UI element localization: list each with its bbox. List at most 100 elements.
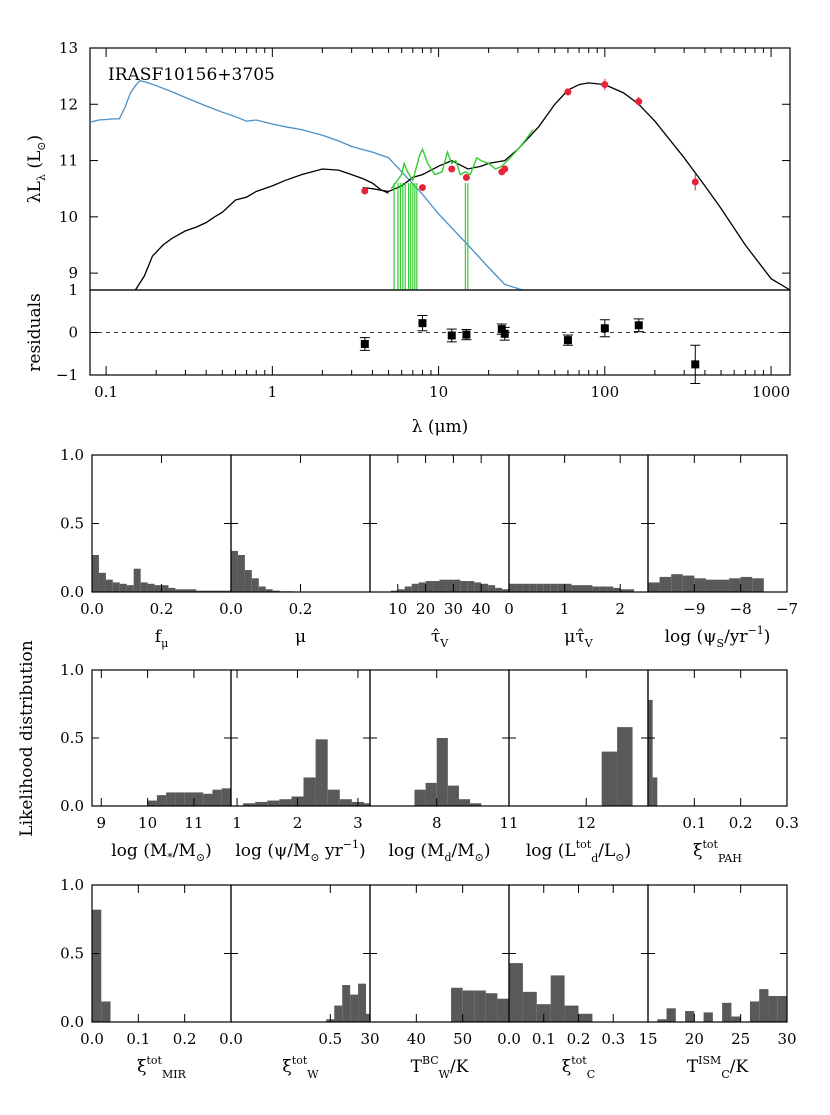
histogram-bar bbox=[703, 1012, 713, 1022]
obs-point bbox=[462, 173, 470, 181]
histogram-bar bbox=[140, 582, 148, 592]
histogram-bar bbox=[601, 751, 618, 806]
histogram-xtick-label: 0.1 bbox=[532, 1030, 556, 1048]
histogram-bar bbox=[217, 590, 225, 592]
histogram-bar bbox=[749, 1001, 760, 1022]
label-part: tot bbox=[702, 838, 718, 851]
obs-point bbox=[635, 97, 643, 105]
label-part: log (ψ/M bbox=[235, 841, 310, 861]
histogram-xtick-label: 30 bbox=[777, 1030, 796, 1048]
histogram-bar bbox=[342, 985, 351, 1022]
histogram-bar bbox=[439, 579, 447, 592]
histogram-frame bbox=[508, 454, 649, 593]
histogram-xtick-label: 10 bbox=[138, 814, 157, 832]
histogram-xtick-label: 50 bbox=[453, 1030, 472, 1048]
histogram-panel: 0.1 0.2 0.3 bbox=[647, 669, 799, 832]
x-tick-label: 1 bbox=[268, 383, 278, 401]
histogram-xtick-label: 0.2 bbox=[173, 1030, 197, 1048]
histogram-bar bbox=[404, 586, 412, 592]
label-part: log (L bbox=[526, 841, 576, 861]
histogram-bar bbox=[729, 578, 741, 592]
histogram-bar bbox=[334, 1005, 343, 1022]
histogram-bar bbox=[189, 589, 197, 592]
histogram-bar bbox=[397, 589, 405, 592]
histogram-bar bbox=[768, 995, 778, 1022]
histogram-bar bbox=[363, 803, 370, 806]
histogram-bar bbox=[358, 983, 367, 1022]
histogram-ytick-label: 1.0 bbox=[60, 446, 84, 464]
histogram-xtick-label: 40 bbox=[407, 1030, 426, 1048]
histogram-bar bbox=[458, 799, 471, 806]
histogram-bar bbox=[671, 574, 683, 592]
histogram-bar bbox=[550, 583, 558, 592]
label-part: f bbox=[155, 627, 163, 647]
obs-point bbox=[418, 184, 426, 192]
label-part: μm bbox=[435, 417, 462, 437]
histogram-xlabel: τ̂V bbox=[431, 627, 449, 650]
label-part: μτ̂ bbox=[564, 627, 584, 647]
label-part: ) bbox=[25, 135, 45, 142]
histogram-bar bbox=[154, 585, 162, 592]
histogram-xtick-label: 20 bbox=[416, 600, 435, 618]
histogram-bar bbox=[447, 785, 459, 806]
label-part: ξ bbox=[282, 1057, 291, 1077]
obs-point bbox=[361, 187, 369, 195]
histogram-bar bbox=[652, 777, 658, 806]
label-part: /M bbox=[173, 841, 196, 861]
label-part: /K bbox=[730, 1057, 749, 1077]
label-part: log (M bbox=[111, 841, 167, 861]
histogram-bar bbox=[752, 578, 764, 592]
histogram-bar bbox=[705, 579, 718, 592]
histogram-bar bbox=[467, 581, 475, 592]
sed-line-total_model bbox=[362, 82, 791, 291]
label-part: d bbox=[444, 851, 451, 864]
histogram-xlabel: ξtotMIR bbox=[137, 1054, 186, 1081]
label-part: d bbox=[591, 852, 598, 865]
histogram-frame bbox=[91, 669, 232, 807]
label-part: MIR bbox=[162, 1068, 187, 1081]
histogram-bar bbox=[557, 583, 565, 592]
histogram-bar bbox=[147, 800, 157, 806]
histogram-xtick-label: 0.2 bbox=[150, 600, 174, 618]
label-part: * bbox=[167, 851, 173, 864]
histogram-bar bbox=[717, 579, 730, 592]
label-part: ) bbox=[484, 841, 491, 861]
histogram-bar bbox=[620, 589, 628, 592]
label-part: tot bbox=[292, 1054, 308, 1067]
histogram-xlabel: log (Ltotd/L⊙) bbox=[526, 838, 631, 865]
histogram-bar bbox=[777, 995, 787, 1022]
label-part: tot bbox=[147, 1054, 163, 1067]
sed-line-unattenuated_stellar bbox=[89, 79, 523, 291]
histogram-frame bbox=[230, 454, 371, 593]
histogram-bar bbox=[414, 789, 426, 806]
label-part: BC bbox=[422, 1054, 439, 1067]
label-part: μ bbox=[161, 637, 168, 650]
histogram-bar bbox=[694, 578, 706, 592]
residual-ylabel: residuals bbox=[25, 293, 45, 371]
histogram-xtick-label: 0.2 bbox=[729, 814, 753, 832]
histogram-ytick-label: 1.0 bbox=[60, 876, 84, 894]
histogram-xtick-label: 0.0 bbox=[80, 600, 104, 618]
histogram-xlabel: ξtotC bbox=[562, 1054, 595, 1081]
histogram-xtick-label: 1 bbox=[560, 600, 570, 618]
histogram-bar bbox=[599, 586, 607, 592]
label-part: λ ( bbox=[412, 417, 435, 437]
label-part: ξ bbox=[137, 1057, 146, 1077]
obs-point bbox=[501, 165, 509, 173]
label-part: λ bbox=[35, 174, 48, 181]
histogram-bar bbox=[462, 990, 475, 1022]
histogram-bar bbox=[231, 550, 238, 592]
histogram-bar bbox=[722, 1002, 732, 1022]
label-part: ⊙ bbox=[615, 851, 624, 864]
histogram-xtick-label: 0.0 bbox=[219, 600, 243, 618]
histogram-xlabel: log (Md/M⊙) bbox=[388, 841, 490, 864]
histogram-bar bbox=[156, 795, 167, 806]
histogram-bar bbox=[255, 801, 268, 806]
histogram-bar bbox=[495, 587, 503, 592]
histogram-bar bbox=[666, 1008, 676, 1022]
label-part: ) bbox=[359, 841, 366, 861]
histogram-bar bbox=[585, 585, 593, 592]
label-part: ⊙ bbox=[196, 851, 205, 864]
residual-point bbox=[447, 331, 456, 340]
histogram-bar bbox=[203, 793, 213, 806]
